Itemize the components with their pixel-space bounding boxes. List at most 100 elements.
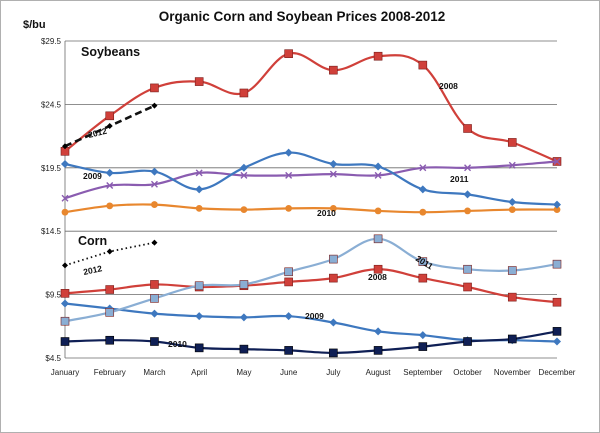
data-point: [329, 159, 338, 168]
data-point: [284, 148, 293, 157]
data-point: [150, 280, 159, 289]
data-point: [463, 190, 472, 199]
y-tick-label: $14.5: [41, 227, 62, 236]
data-point: [553, 200, 561, 209]
y-tick-label: $19.5: [41, 164, 62, 173]
data-point: [150, 167, 159, 176]
data-point: [151, 239, 158, 246]
data-point: [464, 164, 472, 172]
data-point: [284, 49, 293, 58]
data-point: [151, 201, 158, 208]
series-soybeans-2008: [60, 49, 562, 166]
data-point: [195, 312, 204, 321]
data-point: [194, 281, 204, 291]
data-point: [419, 208, 427, 216]
data-point: [105, 168, 114, 177]
data-point: [105, 308, 115, 317]
series-label: 2008: [439, 81, 458, 91]
data-point: [418, 60, 428, 70]
data-point: [106, 122, 113, 129]
data-point: [507, 138, 517, 147]
data-point: [418, 273, 428, 283]
data-point: [374, 171, 382, 179]
y-tick-label: $24.5: [41, 100, 62, 109]
data-point: [373, 51, 383, 61]
series-label: 2010: [168, 339, 187, 349]
data-point: [150, 337, 159, 346]
data-point: [329, 254, 338, 264]
data-point: [150, 83, 159, 93]
data-point: [239, 313, 248, 322]
data-point: [329, 273, 338, 283]
x-tick-label: October: [453, 368, 482, 377]
data-point: [464, 207, 471, 215]
x-tick-label: March: [143, 368, 165, 377]
data-point: [284, 277, 293, 287]
data-point: [105, 335, 115, 345]
series-corn-2011: [60, 234, 562, 326]
data-point: [284, 267, 293, 277]
series-line: [64, 241, 155, 267]
x-tick-label: December: [539, 368, 576, 377]
axis-layer: $4.5 $9.5 $14.5 $19.5 $24.5 $29.5 January Febru…: [41, 37, 576, 377]
data-point: [194, 343, 204, 353]
data-point: [239, 163, 248, 172]
data-point: [553, 157, 561, 165]
data-point: [106, 182, 114, 190]
data-point: [507, 266, 517, 275]
grid-layer: [65, 40, 557, 359]
series-label-layer: 2008 2009 2010 2011 2012 2008 2009 2010 2011 2012: [82, 81, 468, 349]
data-point: [508, 161, 516, 169]
x-tick-label: August: [366, 368, 392, 377]
series-soybeans-2010: [61, 201, 561, 216]
series-label: 2009: [305, 311, 324, 321]
data-point: [418, 185, 427, 194]
data-point: [329, 170, 337, 178]
data-point: [285, 204, 293, 212]
data-point: [240, 171, 248, 179]
data-point: [105, 111, 115, 121]
series-label: 2012: [87, 126, 108, 140]
series-label: 2009: [83, 171, 102, 181]
data-point: [239, 88, 249, 98]
data-point: [285, 171, 293, 179]
data-point: [463, 264, 472, 274]
series-line: [64, 203, 558, 214]
data-point: [151, 102, 158, 109]
series-line: [64, 52, 558, 163]
x-tick-label: September: [403, 368, 442, 377]
data-point: [284, 346, 293, 355]
data-point: [418, 342, 428, 351]
data-point: [106, 202, 114, 210]
series-label: 2011: [450, 174, 469, 184]
data-point: [374, 327, 383, 336]
data-point: [552, 327, 562, 336]
group-label-corn: Corn: [78, 234, 107, 248]
series-soybeans-2009: [61, 157, 561, 202]
data-point: [418, 257, 428, 266]
data-point: [106, 248, 113, 255]
data-point: [61, 299, 69, 308]
series-line: [64, 268, 558, 304]
data-point: [194, 77, 204, 86]
x-tick-label: November: [494, 368, 531, 377]
chart-title: Organic Corn and Soybean Prices 2008-201…: [159, 9, 446, 24]
data-point: [60, 337, 70, 346]
data-point: [552, 297, 562, 307]
data-point: [195, 204, 203, 212]
data-point: [507, 334, 517, 344]
data-point: [61, 194, 69, 202]
data-point: [150, 309, 159, 318]
data-point: [373, 234, 383, 244]
series-corn-2009: [61, 299, 561, 346]
y-tick-label: $4.5: [45, 354, 61, 363]
data-point: [463, 282, 472, 292]
series-line: [64, 160, 558, 200]
series-soybeans-2011: [61, 148, 561, 209]
data-point: [62, 143, 68, 150]
data-point: [62, 262, 68, 269]
series-corn-2012: [62, 239, 158, 269]
data-point: [553, 206, 561, 214]
x-tick-label: June: [280, 368, 298, 377]
